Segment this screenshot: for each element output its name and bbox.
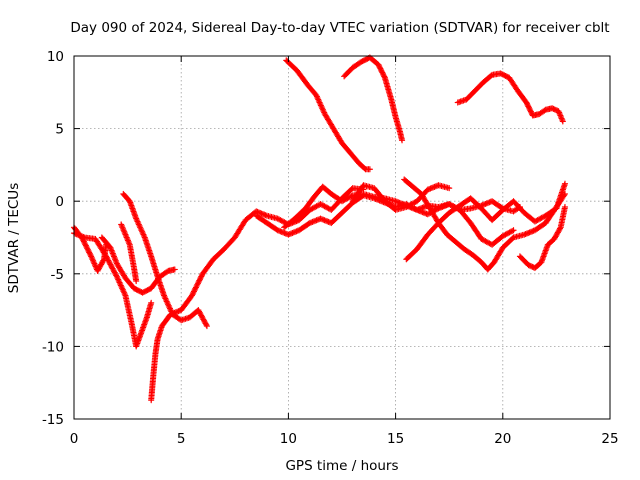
- data-point: [171, 266, 178, 273]
- series-15: [454, 70, 566, 125]
- series-6: [118, 221, 140, 285]
- series-2: [70, 230, 155, 350]
- series-14: [341, 54, 406, 144]
- y-tick-label: -5: [51, 267, 64, 283]
- series-3: [98, 234, 178, 296]
- x-tick-label: 20: [494, 431, 511, 447]
- y-tick-label: 10: [47, 49, 64, 65]
- x-axis-label: GPS time / hours: [285, 458, 398, 474]
- y-tick-label: -15: [42, 412, 64, 428]
- series-4: [120, 190, 211, 330]
- axis-ticks: 0 5 10 15 20 25 -15 -10 -5 0 5 10: [42, 49, 619, 447]
- data-point: [510, 227, 517, 234]
- data-point: [446, 185, 453, 192]
- data-point: [559, 118, 566, 125]
- series-13: [283, 57, 373, 173]
- series-8: [281, 183, 517, 248]
- x-tick-label: 5: [177, 431, 186, 447]
- y-tick-label: 5: [55, 122, 64, 138]
- data-point: [148, 299, 155, 306]
- chart-title: Day 090 of 2024, Sidereal Day-to-day VTE…: [70, 20, 609, 36]
- plot-frame: [73, 55, 611, 420]
- data-point: [561, 180, 569, 187]
- data-point: [366, 166, 373, 173]
- data-point: [561, 203, 569, 211]
- y-tick-label: -10: [42, 339, 64, 355]
- series-12: [516, 203, 569, 272]
- x-tick-label: 25: [601, 431, 618, 447]
- x-tick-label: 15: [387, 431, 404, 447]
- series-11: [403, 180, 569, 263]
- y-tick-label: 0: [55, 194, 64, 210]
- data-point: [203, 322, 211, 330]
- x-tick-label: 0: [70, 431, 79, 447]
- data-point: [133, 277, 140, 285]
- series-9: [349, 182, 453, 214]
- y-axis-label: SDTVAR / TECUs: [6, 183, 22, 293]
- data-series: [70, 54, 569, 404]
- data-point: [398, 137, 406, 144]
- x-tick-label: 10: [280, 431, 297, 447]
